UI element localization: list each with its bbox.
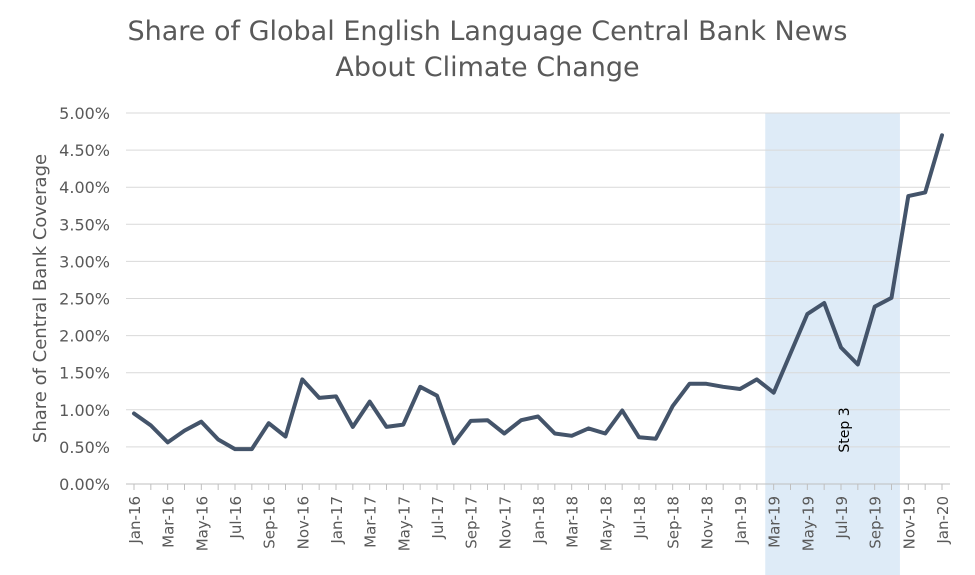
y-tick-label: 4.50%: [59, 141, 110, 160]
x-tick-label: Mar-19: [766, 496, 784, 548]
x-tick-label: Sep-18: [665, 496, 683, 549]
chart-title-line-1: Share of Global English Language Central…: [127, 16, 848, 47]
x-tick-label: Sep-19: [867, 496, 885, 549]
x-tick-label: May-16: [193, 496, 211, 551]
x-tick-label: May-18: [597, 496, 615, 551]
x-tick-label: Jan-18: [530, 496, 548, 545]
y-tick-label: 2.00%: [59, 327, 110, 346]
x-tick-label: Jul-17: [429, 496, 447, 540]
shaded-region-label: Step 3: [837, 407, 853, 452]
chart-title-line-2: About Climate Change: [335, 52, 640, 83]
y-tick-label: 2.50%: [59, 290, 110, 309]
shaded-region: [765, 113, 900, 575]
x-tick-label: Jul-18: [631, 496, 649, 540]
x-tick-label: Jul-19: [833, 496, 851, 540]
x-tick-label: Nov-16: [294, 496, 312, 549]
y-tick-label: 5.00%: [59, 104, 110, 123]
x-tick-label: Sep-17: [463, 496, 481, 549]
chart-title: Share of Global English Language Central…: [0, 14, 975, 86]
x-tick-label: Mar-18: [564, 496, 582, 548]
y-tick-label: 3.00%: [59, 252, 110, 271]
y-tick-label: 1.50%: [59, 364, 110, 383]
x-tick-label: Nov-18: [698, 496, 716, 549]
y-axis-label: Share of Central Bank Coverage: [29, 153, 51, 444]
x-tick-label: Jan-16: [126, 496, 144, 545]
x-tick-label: May-19: [799, 496, 817, 551]
x-tick-label: Jan-17: [328, 496, 346, 545]
x-tick-label: Nov-17: [496, 496, 514, 549]
y-tick-label: 4.00%: [59, 178, 110, 197]
y-tick-label: 3.50%: [59, 215, 110, 234]
x-tick-label: Jan-20: [934, 496, 952, 545]
x-tick-label: Mar-17: [362, 496, 380, 548]
x-tick-label: Jan-19: [732, 496, 750, 545]
x-tick-label: Jul-16: [227, 496, 245, 540]
x-tick-label: Sep-16: [261, 496, 279, 549]
x-tick-label: Mar-16: [160, 496, 178, 548]
y-tick-label: 1.00%: [59, 401, 110, 420]
x-tick-label: May-17: [395, 496, 413, 551]
x-tick-label: Nov-19: [900, 496, 918, 549]
y-tick-label: 0.50%: [59, 438, 110, 457]
y-tick-label: 0.00%: [59, 475, 110, 494]
